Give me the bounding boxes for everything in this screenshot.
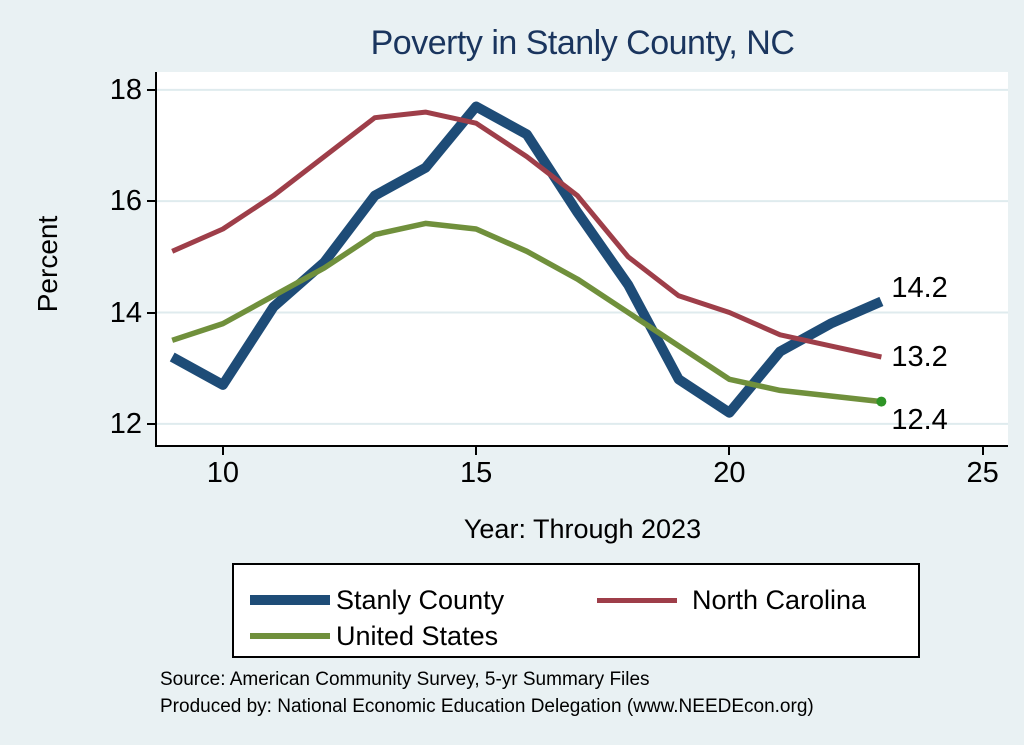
x-tick-10 — [221, 447, 224, 455]
line-north-carolina — [171, 109, 882, 360]
y-tick-18 — [147, 88, 155, 91]
y-tick-label-14: 14 — [109, 296, 142, 329]
x-tick-25 — [981, 447, 984, 455]
legend-swatch-north-carolina — [597, 598, 677, 603]
y-tick-label-18: 18 — [109, 73, 142, 106]
legend-box: Stanly County North Carolina United Stat… — [232, 563, 920, 658]
source-line-2: Produced by: National Economic Education… — [160, 696, 814, 717]
y-tick-16 — [147, 200, 155, 203]
x-tick-label-15: 15 — [459, 457, 493, 489]
y-tick-12 — [147, 422, 155, 425]
legend-label-united-states: United States — [336, 621, 499, 651]
source-line-1: Source: American Community Survey, 5-yr … — [160, 669, 650, 690]
legend-label-north-carolina: North Carolina — [692, 585, 867, 615]
legend-label-stanly-county: Stanly County — [336, 585, 505, 615]
x-axis-title: Year: Through 2023 — [463, 514, 702, 544]
chart-title: Poverty in Stanly County, NC — [370, 24, 795, 62]
x-tick-label-10: 10 — [206, 457, 239, 489]
x-tick-label-25: 25 — [966, 457, 999, 489]
y-axis-title: Percent — [32, 215, 63, 313]
y-axis-line — [155, 72, 157, 447]
line-united-states — [171, 220, 882, 405]
y-tick-label-16: 16 — [109, 185, 142, 218]
x-tick-15 — [475, 447, 478, 455]
y-tick-label-12: 12 — [109, 407, 142, 440]
line-stanly-county — [169, 101, 884, 418]
x-axis-line — [155, 445, 1008, 447]
x-tick-label-20: 20 — [713, 457, 746, 489]
end-label-stanly-county: 14.2 — [891, 272, 948, 305]
chart-canvas — [157, 88, 1008, 425]
end-label-north-carolina: 13.2 — [891, 341, 948, 374]
legend-swatch-united-states — [250, 633, 330, 639]
plot-area — [157, 72, 1008, 445]
y-tick-14 — [147, 311, 155, 314]
x-tick-20 — [728, 447, 731, 455]
end-marker-united-states — [876, 396, 887, 407]
end-label-united-states: 12.4 — [891, 403, 948, 436]
legend-swatch-stanly-county — [250, 595, 330, 605]
source-note: Source: American Community Survey, 5-yr … — [160, 666, 980, 720]
